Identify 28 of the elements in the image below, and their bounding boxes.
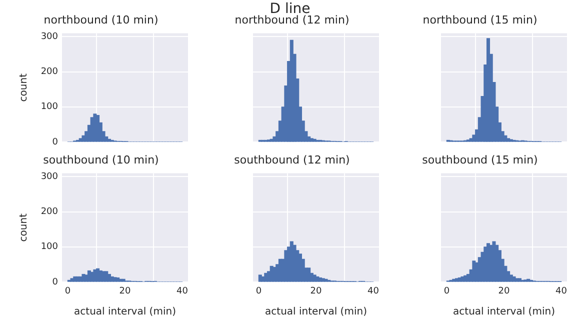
chart-title: northbound (12 min) (234, 13, 350, 26)
chart-title: southbound (10 min) (43, 153, 159, 166)
x-axis-title: actual interval (min) (265, 306, 368, 318)
chart-title: northbound (15 min) (422, 13, 538, 26)
y-tick-label: 100 (40, 102, 58, 112)
x-tick-label: 0 (444, 286, 450, 297)
x-tick-label: 20 (119, 286, 131, 297)
x-tick-label: 20 (498, 286, 510, 297)
x-tick-label: 0 (256, 286, 262, 297)
y-tick-label: 300 (40, 32, 58, 42)
y-tick-label: 0 (52, 137, 58, 148)
x-axis-title: actual interval (min) (74, 306, 176, 318)
chart-title: southbound (15 min) (422, 153, 538, 166)
y-tick-label: 100 (40, 242, 58, 252)
y-tick-label: 0 (52, 277, 58, 288)
y-axis-title: count (18, 213, 30, 242)
x-tick-label: 40 (368, 286, 380, 297)
x-tick-label: 40 (176, 286, 188, 297)
x-tick-label: 40 (556, 286, 568, 297)
y-tick-label: 300 (40, 172, 58, 182)
x-axis-title: actual interval (min) (453, 306, 556, 318)
y-axis-title: count (18, 73, 30, 102)
chart-title: northbound (10 min) (44, 13, 158, 26)
y-tick-label: 200 (40, 67, 58, 78)
x-tick-label: 20 (310, 286, 322, 297)
chart-title: southbound (12 min) (234, 153, 350, 166)
x-tick-label: 0 (64, 286, 71, 297)
y-tick-label: 200 (40, 207, 58, 218)
